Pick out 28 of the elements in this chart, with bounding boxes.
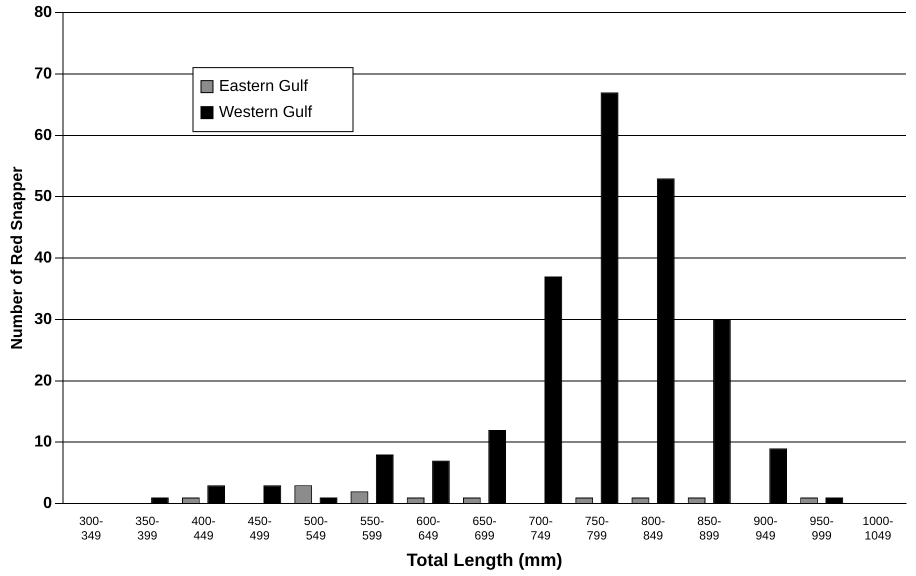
x-tick-label: 500-549	[304, 514, 328, 543]
x-tick-label: 950-999	[810, 514, 834, 543]
x-tick-label: 600-649	[416, 514, 440, 543]
legend-label: Western Gulf	[218, 104, 313, 122]
y-tick-label: 40	[34, 250, 52, 267]
x-tick-label: 300-349	[79, 514, 104, 543]
y-tick-label: 20	[34, 372, 52, 390]
x-tick-label: 800-849	[641, 514, 666, 543]
x-tick-label: 1000-1049	[862, 514, 894, 543]
x-tick-label: 350-399	[135, 514, 160, 543]
x-tick-label: 850-899	[697, 514, 722, 543]
x-tick-label: 450-499	[248, 514, 272, 543]
legend-label: Eastern Gulf	[218, 78, 308, 96]
x-axis-title: Total Length (mm)	[406, 550, 562, 570]
y-tick-label: 70	[34, 65, 52, 82]
y-tick-label: 80	[34, 4, 52, 22]
y-tick-label: 50	[34, 188, 52, 206]
y-axis-title: Number of Red Snapper	[9, 166, 26, 350]
x-tick-label: 650-699	[472, 514, 497, 543]
y-tick-label: 60	[34, 126, 52, 144]
y-tick-label: 30	[34, 310, 52, 328]
y-tick-label: 10	[34, 434, 52, 451]
y-tick-label: 0	[43, 495, 52, 512]
x-tick-label: 550-599	[360, 514, 384, 543]
x-tick-label: 750-799	[584, 514, 609, 543]
x-tick-label: 700-749	[528, 514, 553, 543]
x-tick-label: 900-949	[753, 514, 778, 543]
x-tick-label: 400-449	[191, 514, 216, 543]
